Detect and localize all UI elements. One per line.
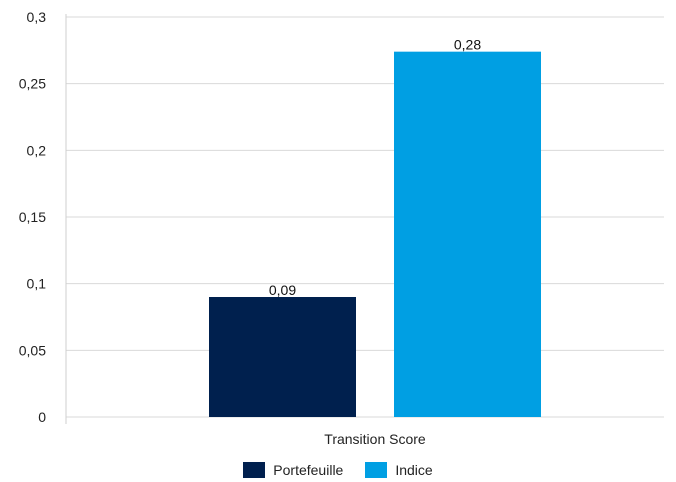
y-tick-label: 0,3 xyxy=(27,9,47,25)
data-labels: 0,09 0,28 xyxy=(269,37,481,298)
data-label-portefeuille: 0,09 xyxy=(269,282,296,298)
legend-label-indice: Indice xyxy=(395,462,433,478)
data-label-indice: 0,28 xyxy=(454,37,481,53)
y-tick-label: 0 xyxy=(38,409,46,425)
x-category-label: Transition Score xyxy=(324,431,426,447)
y-axis-ticks: 0 0,05 0,1 0,15 0,2 0,25 0,3 xyxy=(19,9,46,425)
legend-item-indice: Indice xyxy=(365,462,433,478)
y-tick-label: 0,2 xyxy=(27,142,47,158)
legend-label-portefeuille: Portefeuille xyxy=(273,462,344,478)
y-tick-label: 0,15 xyxy=(19,209,46,225)
y-tick-label: 0,1 xyxy=(27,276,47,292)
legend-item-portefeuille: Portefeuille xyxy=(243,462,343,478)
bar-indice xyxy=(394,51,541,418)
grid-lines xyxy=(66,16,664,418)
legend-swatch-indice xyxy=(365,462,388,478)
bar-portefeuille xyxy=(209,297,356,417)
legend: Portefeuille Indice xyxy=(0,462,676,478)
y-tick-label: 0,05 xyxy=(19,342,46,358)
bars xyxy=(209,51,541,418)
y-tick-label: 0,25 xyxy=(19,76,46,92)
legend-swatch-portefeuille xyxy=(243,462,266,478)
